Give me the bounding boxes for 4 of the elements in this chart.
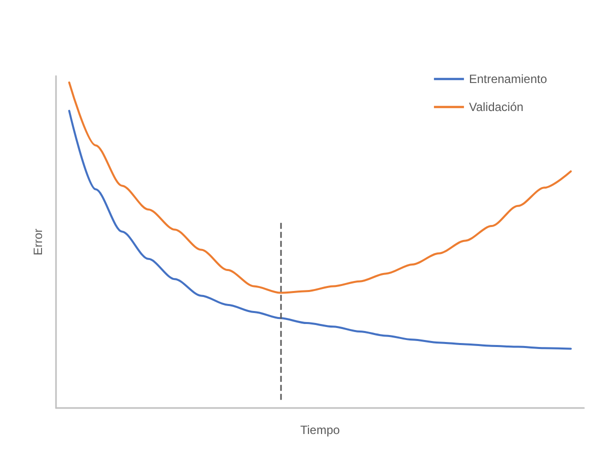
x-axis-title: Tiempo (300, 423, 340, 437)
legend-label: Validación (468, 100, 524, 114)
y-axis-title: Error (31, 228, 45, 256)
legend-label: Entrenamiento (468, 72, 548, 86)
